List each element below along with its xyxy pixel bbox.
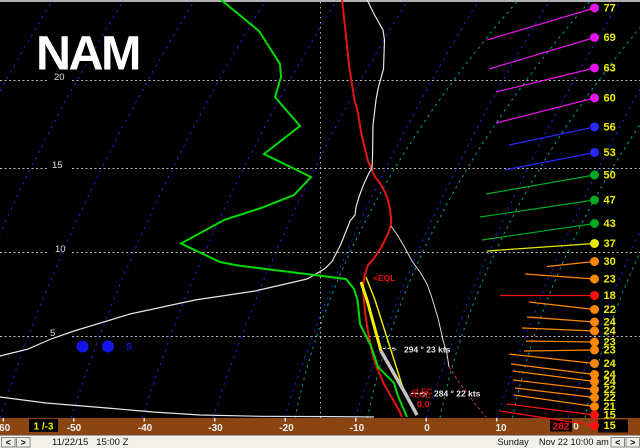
- svg-text:>: >: [422, 390, 427, 399]
- svg-text:15: 15: [604, 410, 616, 422]
- svg-text:-10: -10: [350, 423, 365, 434]
- svg-text:15: 15: [604, 420, 616, 432]
- svg-text:5: 5: [50, 328, 55, 339]
- svg-text:-50: -50: [67, 423, 82, 434]
- svg-text:>: >: [630, 437, 635, 447]
- svg-text:18: 18: [604, 290, 616, 302]
- svg-text:23: 23: [604, 337, 616, 349]
- svg-text:24: 24: [604, 369, 617, 381]
- svg-text:24: 24: [604, 358, 617, 370]
- svg-text:<: <: [6, 437, 11, 447]
- svg-text:15: 15: [52, 160, 63, 171]
- svg-text:NAM: NAM: [36, 27, 139, 81]
- svg-text:56: 56: [604, 122, 616, 134]
- svg-text:10: 10: [55, 244, 66, 255]
- svg-text:69: 69: [604, 32, 616, 44]
- svg-text:23: 23: [604, 274, 616, 286]
- svg-text:53: 53: [604, 147, 616, 159]
- svg-text:-20: -20: [279, 423, 294, 434]
- svg-text:0.0: 0.0: [417, 400, 430, 410]
- svg-text:24: 24: [604, 376, 617, 388]
- svg-text:77: 77: [604, 3, 616, 15]
- svg-text:294 ° 23 kts: 294 ° 23 kts: [404, 344, 451, 354]
- svg-text:>: >: [392, 345, 397, 354]
- svg-text:282: 282: [553, 422, 570, 433]
- svg-text:<: <: [615, 437, 620, 447]
- svg-text:43: 43: [604, 218, 616, 230]
- svg-text:-40: -40: [138, 423, 153, 434]
- svg-text:1 /-3: 1 /-3: [33, 422, 53, 433]
- svg-text:>: >: [21, 437, 26, 447]
- svg-text:63: 63: [604, 63, 616, 75]
- svg-text:-30: -30: [208, 423, 223, 434]
- svg-text:-60: -60: [0, 423, 11, 434]
- svg-text:30: 30: [604, 256, 616, 268]
- svg-text:<LFC: <LFC: [411, 387, 433, 397]
- svg-text:60: 60: [604, 93, 616, 105]
- svg-text:22: 22: [604, 304, 616, 316]
- svg-text:Sunday Nov 22 10:00 am: Sunday Nov 22 10:00 am: [498, 437, 610, 447]
- svg-text:23: 23: [604, 345, 616, 357]
- svg-text:284 ° 22 kts: 284 ° 22 kts: [434, 389, 481, 399]
- svg-text:20: 20: [54, 72, 65, 83]
- svg-text:10: 10: [495, 423, 507, 434]
- svg-text:<EQL: <EQL: [373, 273, 395, 283]
- svg-text:24: 24: [604, 317, 617, 329]
- svg-text:11/22/15 15:00 Z: 11/22/15 15:00 Z: [52, 437, 129, 448]
- svg-text:<LCL: <LCL: [409, 390, 431, 400]
- svg-text:22: 22: [604, 392, 616, 404]
- svg-text:0: 0: [424, 423, 430, 434]
- svg-text:21: 21: [604, 401, 616, 413]
- svg-text:47: 47: [604, 195, 616, 207]
- svg-text:37: 37: [604, 238, 616, 250]
- svg-text:22: 22: [604, 384, 616, 396]
- svg-text:24: 24: [604, 326, 617, 338]
- svg-text:50: 50: [604, 170, 616, 182]
- svg-text:0: 0: [573, 422, 579, 433]
- svg-text:S: S: [126, 342, 132, 352]
